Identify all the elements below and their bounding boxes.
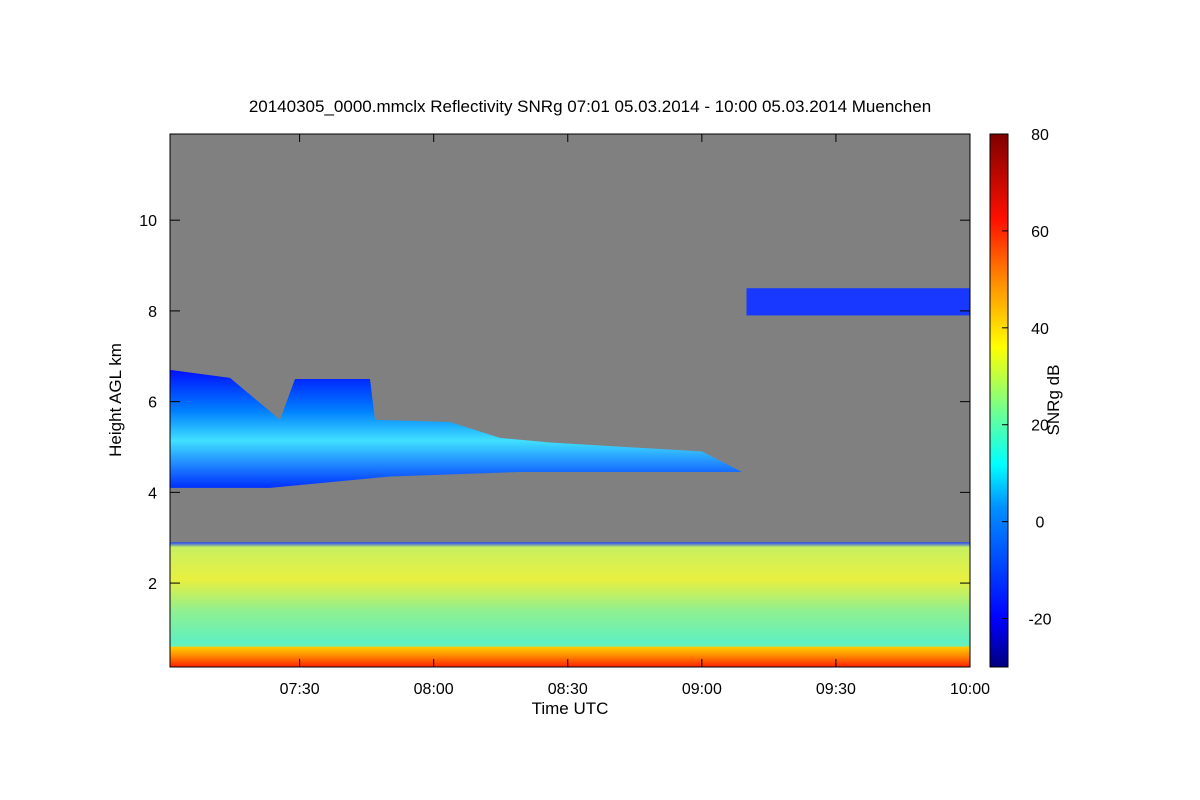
colorbar-tick-label: -20 bbox=[1028, 612, 1051, 629]
plot-frame bbox=[169, 133, 971, 668]
colorbar bbox=[989, 133, 1009, 668]
chart-title: 20140305_0000.mmclx Reflectivity SNRg 07… bbox=[248, 97, 932, 116]
x-tick-label: 08:00 bbox=[414, 681, 454, 698]
region-near-surface-strong-echo bbox=[170, 646, 970, 667]
y-tick-label: 4 bbox=[148, 485, 157, 502]
x-tick-label: 08:30 bbox=[548, 681, 588, 698]
region-mid-level-cloud-layer bbox=[170, 369, 743, 488]
region-boundary-layer-echo bbox=[170, 542, 970, 667]
colorbar-title: SNRg dB bbox=[1044, 365, 1063, 436]
x-tick-label: 09:00 bbox=[682, 681, 722, 698]
colorbar-tick-label: 20 bbox=[1031, 418, 1049, 435]
x-axis: 07:30 08:00 08:30 09:00 09:30 10:00 bbox=[280, 134, 990, 698]
y-axis-title: Height AGL km bbox=[106, 343, 125, 457]
colorbar-tick-label: 0 bbox=[1036, 515, 1045, 532]
y-tick-label: 6 bbox=[148, 395, 157, 412]
y-tick-label: 2 bbox=[148, 576, 157, 593]
y-tick-label: 10 bbox=[139, 213, 157, 230]
y-axis: 2 4 6 8 10 bbox=[139, 213, 970, 593]
colorbar-axis: -20 0 20 40 60 80 bbox=[1002, 127, 1052, 629]
x-tick-label: 07:30 bbox=[280, 681, 320, 698]
colorbar-tick-label: 40 bbox=[1031, 321, 1049, 338]
colorbar-tick-label: 60 bbox=[1031, 224, 1049, 241]
x-tick-label: 09:30 bbox=[816, 681, 856, 698]
y-tick-label: 8 bbox=[148, 304, 157, 321]
heatmap-regions bbox=[170, 288, 970, 667]
colorbar-tick-label: 80 bbox=[1031, 127, 1049, 144]
x-axis-title: Time UTC bbox=[532, 699, 609, 718]
x-tick-label: 10:00 bbox=[950, 681, 990, 698]
region-high-cloud-layer bbox=[746, 288, 970, 316]
